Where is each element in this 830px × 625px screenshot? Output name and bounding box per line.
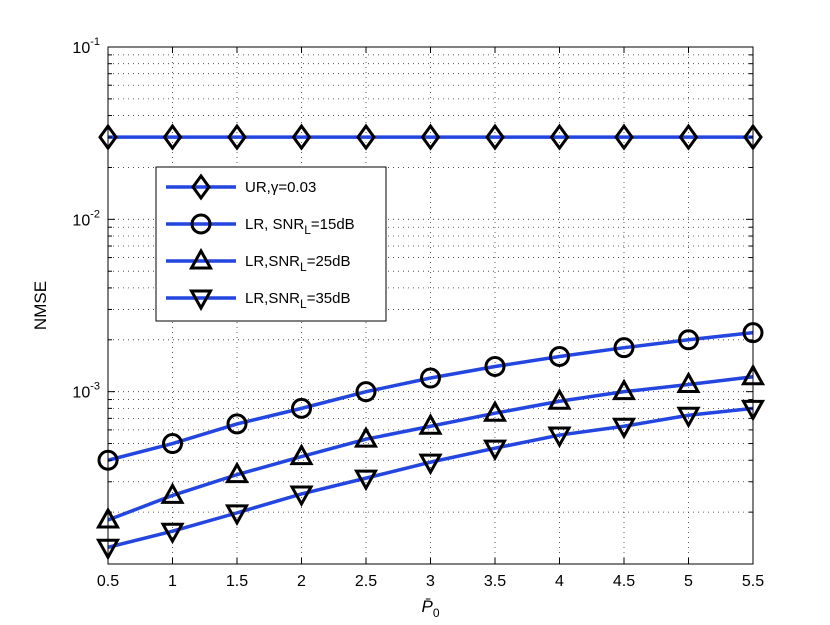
y-axis-label: NMSE — [31, 281, 50, 330]
data-point-triangle-up — [611, 378, 637, 401]
data-point-triangle-up — [482, 400, 508, 422]
data-point-circle — [355, 381, 377, 403]
axes: 0.5 1 1.5 2 2.5 3 3.5 4 4.5 5 5.5 10-1 10-2 10-3 NMSE P… — [31, 36, 764, 620]
y-tick-label: 10-3 — [72, 381, 100, 402]
data-point-circle — [226, 413, 248, 435]
data-point-diamond — [420, 123, 441, 151]
data-point-diamond — [162, 123, 183, 151]
data-point-triangle-down — [547, 426, 572, 449]
y-tick-label: 10-2 — [72, 208, 100, 229]
x-tick-label: 2.5 — [355, 573, 377, 590]
data-point-triangle-up — [418, 413, 443, 435]
legend-label: LR, SNRL=15dB — [245, 216, 355, 237]
legend-entry-3: LR,SNRL=25dB — [166, 247, 351, 274]
data-point-triangle-down — [676, 406, 701, 429]
data-point-circle — [613, 337, 635, 359]
legend-marker — [188, 289, 214, 312]
y-tick-label: 10-1 — [72, 36, 100, 57]
series-2 — [97, 322, 764, 471]
data-point-circle — [549, 345, 570, 367]
legend-marker — [188, 247, 214, 270]
data-point-triangle-down — [160, 522, 185, 545]
data-point-triangle-up — [160, 482, 185, 504]
series-4 — [95, 399, 766, 561]
legend-entry-1: UR,γ=0.03 — [166, 173, 316, 201]
data-point-diamond — [356, 123, 376, 151]
data-point-triangle-down — [353, 469, 379, 492]
x-tick-label: 5.5 — [742, 573, 764, 590]
x-tick-label: 2 — [297, 573, 306, 590]
data-point-diamond — [227, 123, 247, 151]
x-tick-label: 3.5 — [484, 573, 506, 590]
series-layer — [95, 123, 766, 561]
legend-label: LR,SNRL=35dB — [245, 290, 351, 311]
series-line — [107, 375, 754, 522]
data-point-circle — [678, 329, 699, 351]
data-point-triangle-down — [482, 439, 508, 462]
x-tick-label: 1.5 — [226, 573, 248, 590]
data-point-triangle-down — [289, 485, 314, 508]
legend-marker — [191, 173, 211, 201]
x-axis-label: P̄0 — [421, 597, 439, 620]
data-point-diamond — [291, 123, 312, 151]
series-line — [107, 406, 754, 549]
data-point-triangle-up — [547, 388, 572, 410]
data-point-triangle-down — [611, 417, 637, 440]
data-point-triangle-up — [353, 426, 379, 448]
data-point-diamond — [549, 123, 570, 151]
data-point-diamond — [614, 123, 634, 151]
data-point-diamond — [678, 123, 699, 151]
data-point-triangle-up — [289, 443, 314, 466]
x-tick-label: 5 — [684, 573, 693, 590]
legend-entry-2: LR, SNRL=15dB — [166, 213, 355, 237]
data-point-circle — [484, 355, 506, 377]
legend-label: LR,SNRL=25dB — [245, 253, 351, 274]
x-tick-label: 1 — [168, 573, 177, 590]
data-point-triangle-up — [676, 371, 701, 394]
data-point-triangle-up — [224, 461, 250, 484]
data-point-diamond — [485, 123, 505, 151]
data-point-triangle-down — [418, 453, 443, 476]
data-point-circle — [291, 397, 312, 419]
x-tick-label: 3 — [426, 573, 435, 590]
x-tick-label: 0.5 — [97, 573, 119, 590]
legend-marker — [190, 213, 212, 235]
data-point-triangle-down — [224, 504, 250, 526]
legend-label: UR,γ=0.03 — [245, 179, 316, 196]
data-point-circle — [162, 433, 183, 455]
x-tick-label: 4.5 — [613, 573, 635, 590]
data-point-circle — [420, 367, 441, 389]
x-tick-label: 4 — [555, 573, 564, 590]
legend-entry-4: LR,SNRL=35dB — [166, 289, 351, 312]
series-line — [107, 330, 754, 462]
legend: UR,γ=0.03 LR, SNRL=15dB LR,SNRL=25dB LR,SNR… — [155, 166, 387, 322]
